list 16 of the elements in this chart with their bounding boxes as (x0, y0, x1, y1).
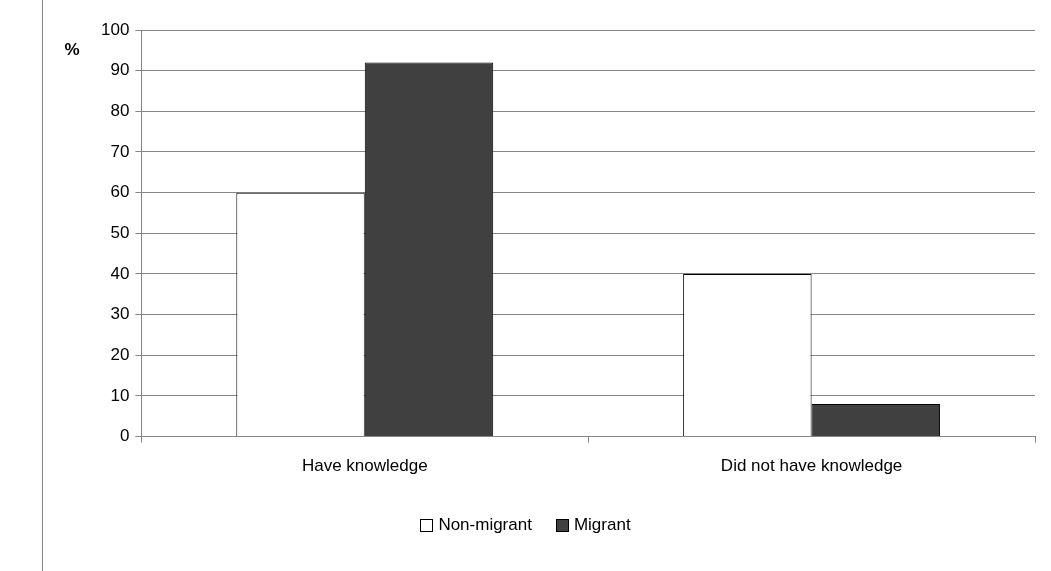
y-axis-title: % (64, 39, 80, 59)
y-tick-label: 90 (110, 60, 130, 80)
legend-label: Non-migrant (438, 515, 532, 535)
x-tick-label: Did not have knowledge (720, 456, 903, 476)
legend-label: Migrant (573, 515, 631, 535)
y-tick-label: 50 (110, 222, 130, 242)
y-tick-label: 70 (110, 141, 130, 161)
y-tick-label: 80 (110, 101, 130, 121)
y-tick-label: 40 (110, 263, 130, 283)
y-tick-label: 30 (110, 304, 130, 324)
y-tick-label: 20 (110, 344, 130, 364)
y-tick-label: 10 (110, 385, 130, 405)
y-tick-label: 100 (100, 19, 130, 39)
y-tick-label: 60 (110, 182, 130, 202)
y-tick-label: 0 (119, 426, 130, 446)
x-tick-label: Have knowledge (301, 456, 428, 476)
